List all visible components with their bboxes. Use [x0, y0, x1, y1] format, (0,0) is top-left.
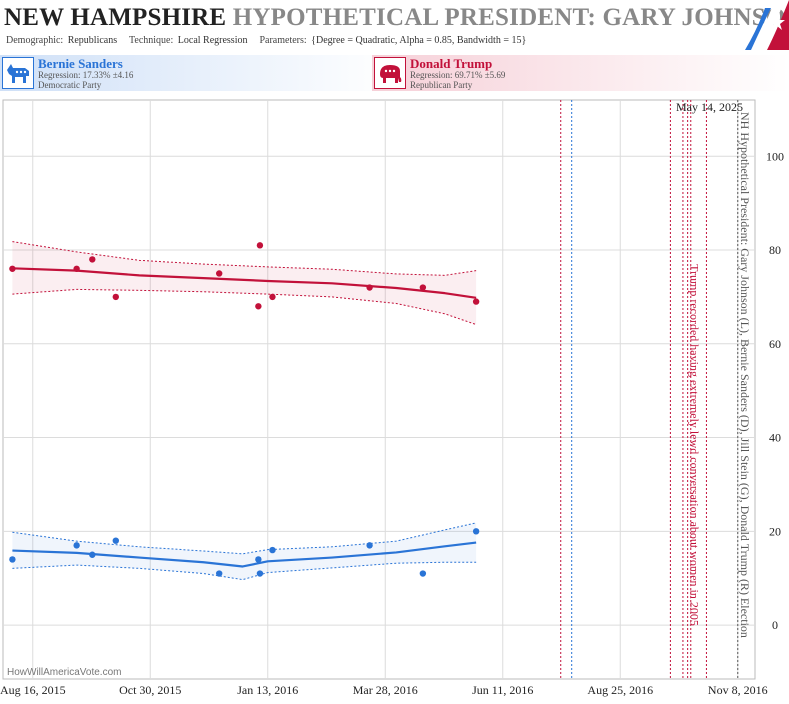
data-point: [112, 537, 120, 544]
data-point: [419, 284, 427, 291]
x-tick-label: Aug 16, 2015: [0, 683, 66, 697]
y-tick-label: 20: [769, 524, 781, 538]
data-point: [366, 542, 373, 549]
y-tick-label: 0: [772, 618, 778, 632]
upper-bound-line: [12, 241, 477, 276]
y-tick-label: 60: [769, 337, 781, 351]
trend-line: [12, 541, 477, 568]
y-tick-label: 100: [766, 149, 784, 163]
event-label: NH Hypothetical President: Gary Johnson …: [738, 112, 752, 638]
data-point: [472, 298, 480, 305]
x-tick-label: Oct 30, 2015: [119, 683, 181, 697]
demographic-value: Republicans: [67, 35, 118, 46]
chart-parameters: Demographic: Republicans Technique: Loca…: [6, 35, 528, 46]
series-group: [9, 241, 480, 326]
flag-logo-icon: [745, 0, 789, 50]
technique-value: Local Regression: [177, 35, 248, 46]
parameters-label: Parameters:: [259, 35, 307, 46]
lower-bound-line: [12, 561, 477, 581]
donkey-icon: [2, 57, 34, 89]
legend-republican: Donald Trump Regression: 69.71% ±5.69 Re…: [372, 55, 789, 91]
data-point: [89, 551, 96, 558]
data-point: [255, 303, 262, 310]
upper-bound-line: [12, 522, 477, 555]
y-tick-label: 40: [769, 431, 781, 445]
data-point: [269, 293, 276, 301]
plot-area: [2, 99, 756, 680]
y-tick-label: 80: [769, 243, 781, 257]
chart-title: NEW HAMPSHIRE HYPOTHETICAL PRESIDENT: GA…: [4, 4, 789, 32]
watermark: HowWillAmericaVote.com: [7, 667, 121, 678]
data-point: [216, 570, 223, 577]
poll-chart: 0 20 40 60 80 100 Aug 16, 2015 Oct 30, 2015 Jan …: [0, 99, 784, 697]
data-point: [269, 546, 276, 554]
parameters-value: {Degree = Quadratic, Alpha = 0.85, Bandw…: [311, 35, 527, 46]
data-point: [216, 270, 223, 277]
candidate-party: Republican Party: [410, 80, 473, 90]
event-label: Trump recorded having extremely lewd con…: [688, 264, 702, 626]
data-point: [73, 542, 80, 549]
x-tick-label: Jan 13, 2016: [237, 683, 298, 697]
demographic-label: Demographic:: [6, 35, 64, 46]
data-point: [366, 284, 373, 291]
confidence-band: [12, 241, 477, 325]
candidate-legend: Bernie Sanders Regression: 17.33% ±4.16 …: [0, 55, 789, 93]
x-tick-label: Jun 11, 2016: [472, 683, 533, 697]
x-tick-label: Mar 28, 2016: [353, 683, 418, 697]
data-point: [255, 556, 262, 563]
data-point: [419, 570, 427, 577]
data-point: [112, 293, 120, 301]
elephant-icon: [374, 57, 406, 89]
candidate-party: Democratic Party: [38, 80, 102, 90]
data-point: [89, 256, 96, 263]
lower-bound-line: [12, 288, 477, 326]
data-point: [73, 265, 80, 272]
data-point: [256, 570, 264, 577]
series-group: [9, 522, 480, 581]
data-point: [472, 528, 480, 535]
candidate-name: Donald Trump: [410, 56, 493, 71]
chart-header: NEW HAMPSHIRE HYPOTHETICAL PRESIDENT: GA…: [0, 0, 789, 52]
legend-democrat: Bernie Sanders Regression: 17.33% ±4.16 …: [0, 55, 394, 91]
date-annotation: May 14, 2025: [676, 100, 743, 114]
trend-line: [12, 267, 477, 299]
data-point: [256, 242, 264, 249]
title-state: NEW HAMPSHIRE: [4, 4, 227, 31]
x-tick-label: Aug 25, 2016: [587, 683, 653, 697]
technique-label: Technique:: [128, 35, 174, 46]
candidate-name: Bernie Sanders: [38, 56, 123, 71]
data-point: [9, 556, 16, 563]
data-point: [9, 265, 16, 272]
candidate-regression: Regression: 17.33% ±4.16: [38, 70, 134, 80]
x-tick-label: Nov 8, 2016: [708, 683, 768, 697]
candidate-regression: Regression: 69.71% ±5.69: [410, 70, 506, 80]
title-race: HYPOTHETICAL PRESIDENT: GARY JOHNSON: [232, 4, 789, 31]
